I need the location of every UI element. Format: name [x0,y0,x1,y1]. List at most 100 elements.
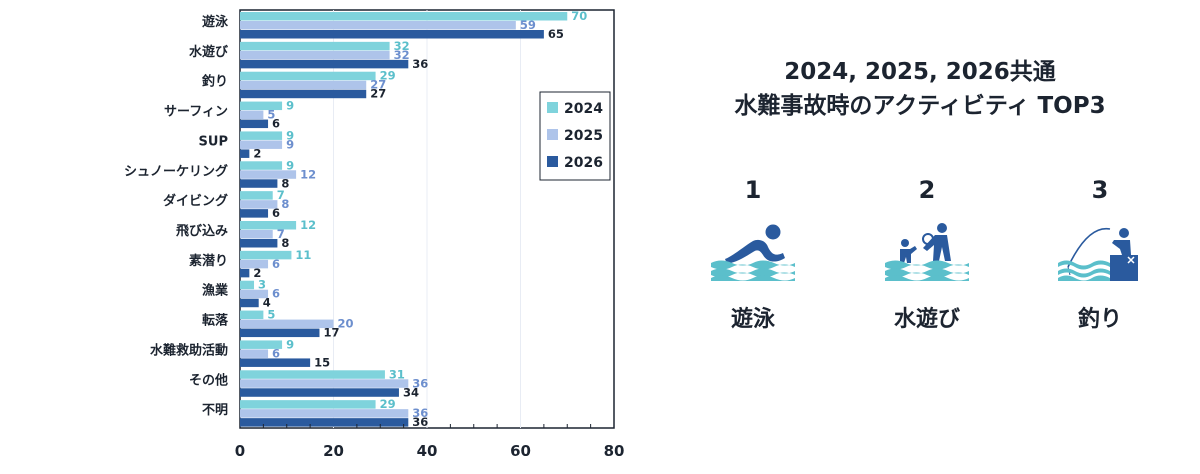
category-label: 水遊び [189,44,229,60]
data-label: 34 [403,385,419,399]
bar-2025 [240,80,367,90]
data-label: 6 [272,257,280,271]
rank-name: 遊泳 [730,307,775,332]
legend-label: 2026 [564,155,603,171]
top3-title-line1: 2024, 2025, 2026共通 [784,59,1056,85]
fishing-icon [1058,227,1138,281]
category-label: 水難救助活動 [150,342,228,358]
bar-2024 [240,71,376,81]
bar-2025 [240,200,278,209]
x-axis: 0 20 40 60 80 [235,424,625,460]
x-tick-label: 0 [235,442,245,460]
bar-2026 [240,388,399,397]
category-label: ダイビング [163,193,228,209]
data-label: 9 [286,137,294,151]
bar-2024 [240,12,568,21]
bar-2024 [240,280,255,290]
data-label: 20 [338,317,354,331]
data-label: 29 [380,69,396,83]
bar-2025 [240,409,409,418]
bar-2026 [240,239,278,248]
data-label: 32 [394,48,410,62]
bar-2026 [240,89,367,99]
bar-2024 [240,131,283,140]
bar-2026 [240,358,311,367]
bar-2024 [240,250,292,260]
data-label: 9 [286,128,294,142]
bar-2025 [240,170,297,179]
rank-number: 3 [1091,176,1109,204]
rank-1: 1 遊泳 [693,173,813,333]
data-label: 70 [571,9,587,23]
data-label: 7 [277,188,285,202]
top3-panel: 2024, 2025, 2026共通 水難事故時のアクティビティ TOP3 1 … [680,55,1160,332]
bar-2026 [240,119,269,129]
data-label: 6 [272,117,280,131]
bar-2025 [240,379,409,388]
data-label: 11 [295,248,311,262]
bar-2024 [240,400,376,409]
rank-name: 水遊び [893,307,960,332]
bar-2026 [240,149,250,158]
bar-chart: 7059653232362927279569929128786127811623… [124,9,625,460]
data-label: 8 [281,197,289,211]
x-tick-label: 60 [510,442,531,460]
bar-2024 [240,191,273,200]
bar-2026 [240,179,278,188]
data-label: 6 [272,346,280,360]
data-label: 31 [389,367,405,381]
bar-2024 [240,221,297,230]
data-label: 59 [520,18,536,32]
top3-title-line2: 水難事故時のアクティビティ TOP3 [734,93,1106,119]
data-label: 65 [548,27,564,41]
legend-swatch [547,156,558,167]
top3-ranks: 1 遊泳 2 [680,173,1160,333]
data-label: 9 [286,337,294,351]
bar-2026 [240,298,259,308]
category-label: 不明 [202,403,228,418]
data-label: 17 [323,326,339,340]
bar-2025 [240,21,516,30]
category-label: SUP [199,134,228,149]
bar-2025 [240,349,269,358]
bar-2025 [240,259,269,269]
bars [240,12,568,427]
data-label: 5 [267,308,275,322]
bar-2025 [240,140,283,149]
category-label: 遊泳 [202,14,229,30]
x-tick-label: 20 [323,442,344,460]
swimmer-icon [711,224,795,281]
x-tick-label: 80 [604,442,625,460]
bar-2026 [240,268,250,278]
bar-2025 [240,50,390,60]
data-label: 6 [272,287,280,301]
bar-2025 [240,230,273,239]
data-label: 8 [281,176,289,190]
data-label: 9 [286,99,294,113]
data-label: 36 [412,406,428,420]
bar-2025 [240,289,269,299]
data-label: 27 [370,87,386,101]
bar-2026 [240,59,409,69]
category-label: 転落 [202,313,229,329]
category-label: その他 [189,372,228,388]
bar-2024 [240,340,283,349]
rank-name: 釣り [1077,307,1122,332]
legend-label: 2025 [564,128,603,144]
legend-swatch [547,129,558,140]
bar-2024 [240,161,283,170]
bar-2024 [240,310,264,320]
grid-lines [239,9,615,429]
data-label: 36 [412,57,428,71]
legend: 2024 2025 2026 [539,91,611,181]
rank-number: 2 [918,176,936,204]
rank-3: 3 釣り [1040,173,1160,333]
legend-swatch [547,102,558,113]
data-label: 2 [253,146,261,160]
data-label: 32 [394,39,410,53]
bar-2026 [240,30,544,39]
data-label: 5 [267,108,275,122]
data-label: 36 [412,415,428,429]
data-label: 12 [300,218,316,232]
